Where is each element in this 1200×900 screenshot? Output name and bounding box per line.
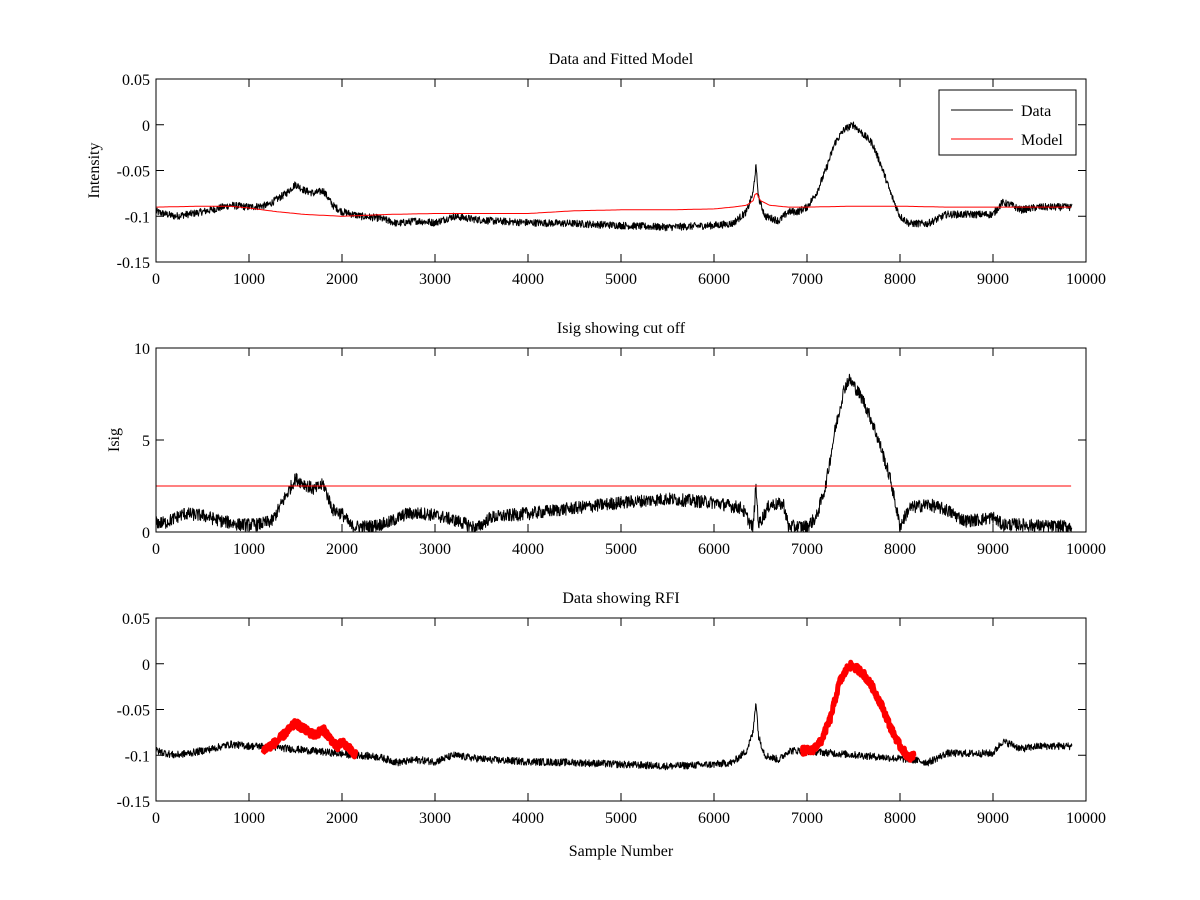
- x-tick-label: 2000: [326, 541, 358, 558]
- x-tick-label: 4000: [512, 810, 544, 827]
- x-axis-label: Sample Number: [569, 843, 674, 860]
- x-tick-label: 6000: [698, 810, 730, 827]
- chart-title: Data showing RFI: [562, 590, 679, 607]
- x-tick-label: 7000: [791, 271, 823, 288]
- y-tick-label: -0.1: [125, 209, 150, 226]
- x-tick-label: 10000: [1066, 541, 1106, 558]
- legend-label-model: Model: [1021, 132, 1063, 149]
- series-model-line: [156, 192, 1072, 217]
- series-isig-line: [155, 373, 1073, 533]
- series-data-line: [155, 121, 1073, 232]
- x-tick-label: 10000: [1066, 271, 1106, 288]
- x-tick-label: 3000: [419, 541, 451, 558]
- legend-box: [938, 89, 1077, 156]
- x-tick-label: 0: [152, 810, 160, 827]
- y-tick-label: -0.05: [117, 164, 150, 181]
- x-tick-label: 1000: [233, 541, 265, 558]
- x-tick-label: 9000: [977, 271, 1009, 288]
- legend-label-data: Data: [1021, 103, 1051, 120]
- y-tick-label: -0.1: [125, 748, 150, 765]
- y-tick-label: 10: [134, 341, 150, 358]
- x-tick-label: 5000: [605, 271, 637, 288]
- plot-frame: [155, 617, 1087, 802]
- x-tick-label: 8000: [884, 810, 916, 827]
- y-axis-label: Intensity: [86, 143, 103, 199]
- y-tick-label: 0.05: [122, 611, 150, 628]
- x-tick-label: 0: [152, 541, 160, 558]
- x-tick-label: 6000: [698, 271, 730, 288]
- x-tick-label: 8000: [884, 271, 916, 288]
- y-tick-label: 5: [142, 433, 150, 450]
- x-tick-label: 1000: [233, 271, 265, 288]
- x-tick-label: 7000: [791, 541, 823, 558]
- x-tick-label: 2000: [326, 271, 358, 288]
- x-tick-label: 1000: [233, 810, 265, 827]
- x-tick-label: 4000: [512, 541, 544, 558]
- chart-title: Data and Fitted Model: [549, 51, 694, 68]
- series-data-line: [155, 703, 1073, 771]
- x-tick-label: 9000: [977, 810, 1009, 827]
- chart-title: Isig showing cut off: [557, 320, 686, 337]
- x-tick-label: 5000: [605, 810, 637, 827]
- y-tick-label: 0: [142, 657, 150, 674]
- x-tick-label: 10000: [1066, 810, 1106, 827]
- x-tick-label: 8000: [884, 541, 916, 558]
- y-axis-label: Isig: [106, 428, 123, 452]
- x-tick-label: 3000: [419, 271, 451, 288]
- y-tick-label: 0: [142, 118, 150, 135]
- series-rfi-seg-0-line: [260, 718, 359, 760]
- x-tick-label: 3000: [419, 810, 451, 827]
- y-tick-label: 0.05: [122, 72, 150, 89]
- x-tick-label: 9000: [977, 541, 1009, 558]
- y-tick-label: 0: [142, 525, 150, 542]
- x-tick-label: 5000: [605, 541, 637, 558]
- x-tick-label: 7000: [791, 810, 823, 827]
- series-rfi-seg-1-line: [799, 659, 917, 763]
- y-tick-label: -0.15: [117, 255, 150, 272]
- x-tick-label: 2000: [326, 810, 358, 827]
- x-tick-label: 4000: [512, 271, 544, 288]
- y-tick-label: -0.05: [117, 703, 150, 720]
- x-tick-label: 0: [152, 271, 160, 288]
- x-tick-label: 6000: [698, 541, 730, 558]
- y-tick-label: -0.15: [117, 794, 150, 811]
